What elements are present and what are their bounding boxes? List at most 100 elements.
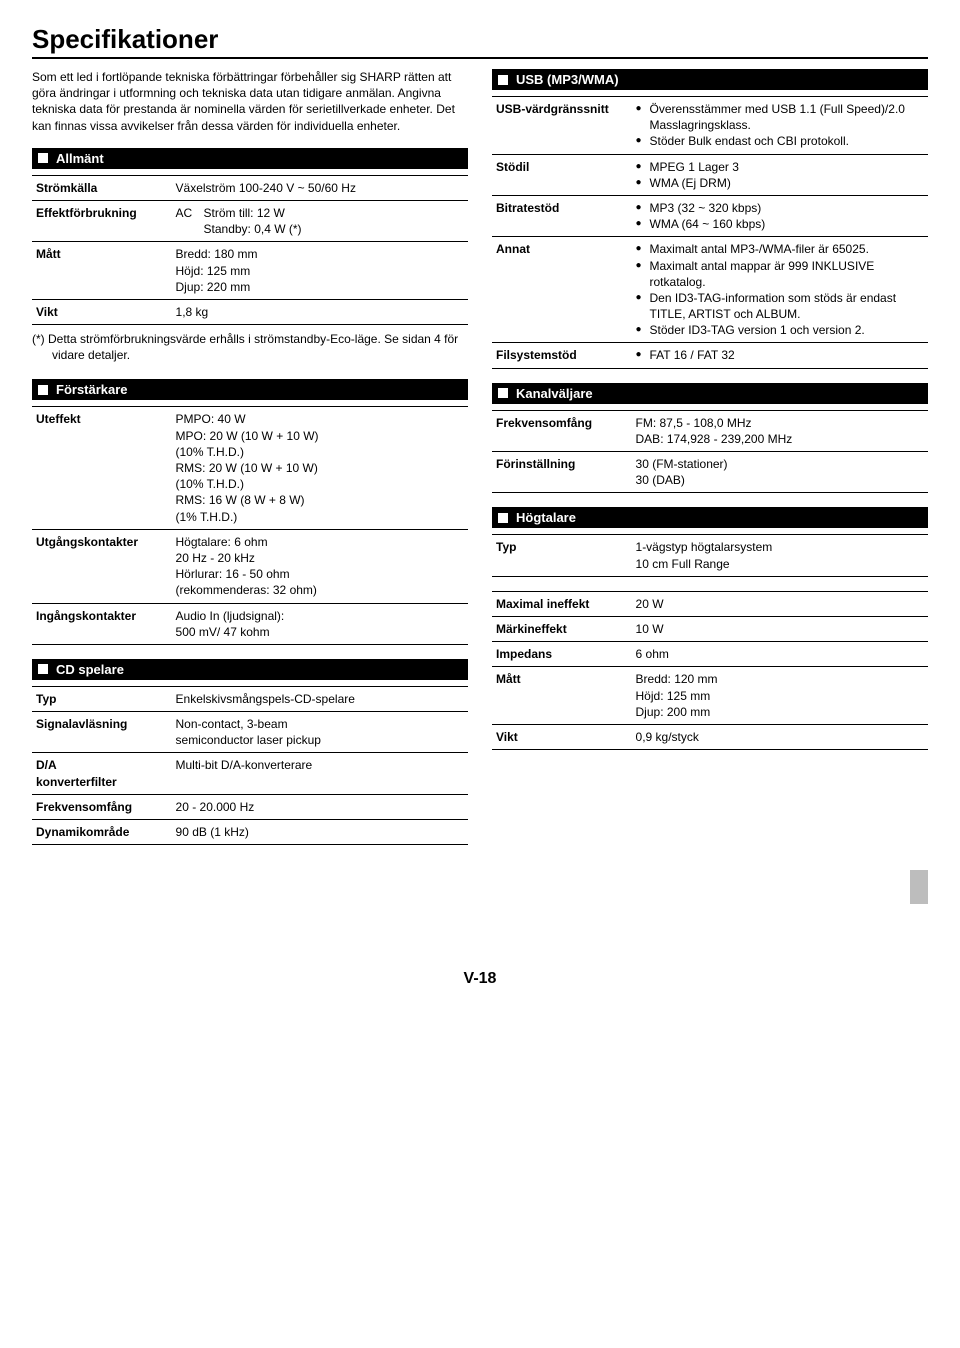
bullet-item: Överensstämmer med USB 1.1 (Full Speed)/… (636, 101, 924, 133)
table-hogtalare: Typ 1-vägstyp högtalarsystem 10 cm Full … (492, 534, 928, 576)
cell-value: 0,9 kg/styck (632, 724, 928, 749)
square-icon (38, 385, 48, 395)
cell-value: Bredd: 120 mm Höjd: 125 mm Djup: 200 mm (632, 667, 928, 725)
cell-label: Ingångskontakter (32, 603, 172, 644)
cell-value: Bredd: 180 mm Höjd: 125 mm Djup: 220 mm (172, 242, 468, 300)
cell-label: Filsystemstöd (492, 343, 632, 368)
section-title: CD spelare (56, 662, 124, 677)
table-row: Stödil MPEG 1 Lager 3WMA (Ej DRM) (492, 154, 928, 195)
table-row: Effektförbrukning ACStröm till: 12 W Sta… (32, 200, 468, 241)
cell-label: Effektförbrukning (32, 200, 172, 241)
cell-label: Strömkälla (32, 175, 172, 200)
cell-label: Uteffekt (32, 407, 172, 529)
table-row: Filsystemstöd FAT 16 / FAT 32 (492, 343, 928, 368)
cell-value: Multi-bit D/A-konverterare (172, 753, 468, 794)
cell-label: Signalavläsning (32, 712, 172, 753)
ac-label: AC (176, 205, 204, 221)
table-row: Strömkälla Växelström 100-240 V ~ 50/60 … (32, 175, 468, 200)
bullet-item: Maximalt antal MP3-/WMA-filer är 65025. (636, 241, 924, 257)
cell-value: MPEG 1 Lager 3WMA (Ej DRM) (632, 154, 928, 195)
effect-lines: Ström till: 12 W Standby: 0,4 W (*) (204, 205, 302, 237)
bullet-item: Maximalt antal mappar är 999 INKLUSIVE r… (636, 258, 924, 290)
right-column: USB (MP3/WMA) USB-värdgränssnitt Överens… (492, 69, 928, 910)
left-column: Som ett led i fortlöpande tekniska förbä… (32, 69, 468, 910)
square-icon (38, 664, 48, 674)
table-row: Utgångskontakter Högtalare: 6 ohm 20 Hz … (32, 529, 468, 603)
table-kanal: Frekvensomfång FM: 87,5 - 108,0 MHz DAB:… (492, 410, 928, 494)
cell-value: Överensstämmer med USB 1.1 (Full Speed)/… (632, 97, 928, 155)
cell-value: 10 W (632, 616, 928, 641)
bullet-item: WMA (64 ~ 160 kbps) (636, 216, 924, 232)
cell-label: Vikt (492, 724, 632, 749)
cell-label: D/A konverterfilter (32, 753, 172, 794)
table-usb: USB-värdgränssnitt Överensstämmer med US… (492, 96, 928, 369)
bullet-item: Den ID3-TAG-information som stöds är end… (636, 290, 924, 322)
page-title: Specifikationer (32, 24, 928, 59)
cell-value: ACStröm till: 12 W Standby: 0,4 W (*) (172, 200, 468, 241)
table-cd: Typ Enkelskivsmångspels-CD-spelare Signa… (32, 686, 468, 845)
cell-label: Typ (32, 686, 172, 711)
table-row: Frekvensomfång 20 - 20.000 Hz (32, 794, 468, 819)
table-row: USB-värdgränssnitt Överensstämmer med US… (492, 97, 928, 155)
cell-label: Märkineffekt (492, 616, 632, 641)
table-allmant: Strömkälla Växelström 100-240 V ~ 50/60 … (32, 175, 468, 325)
table-row: Frekvensomfång FM: 87,5 - 108,0 MHz DAB:… (492, 410, 928, 451)
table-row: Märkineffekt 10 W (492, 616, 928, 641)
cell-label: Typ (492, 535, 632, 576)
bullet-item: Stöder Bulk endast och CBI protokoll. (636, 133, 924, 149)
cell-value: FM: 87,5 - 108,0 MHz DAB: 174,928 - 239,… (632, 410, 928, 451)
cell-label: Dynamikområde (32, 820, 172, 845)
square-icon (498, 513, 508, 523)
cell-label: USB-värdgränssnitt (492, 97, 632, 155)
table-row: Mått Bredd: 180 mm Höjd: 125 mm Djup: 22… (32, 242, 468, 300)
cell-value: 1-vägstyp högtalarsystem 10 cm Full Rang… (632, 535, 928, 576)
square-icon (498, 75, 508, 85)
table-row: Mått Bredd: 120 mm Höjd: 125 mm Djup: 20… (492, 667, 928, 725)
table-row: Annat Maximalt antal MP3-/WMA-filer är 6… (492, 237, 928, 343)
section-header-forstarkare: Förstärkare (32, 379, 468, 400)
section-title: Högtalare (516, 510, 576, 525)
side-tab (910, 870, 928, 904)
table-row: Impedans 6 ohm (492, 642, 928, 667)
cell-value: 1,8 kg (172, 299, 468, 324)
cell-value: Non-contact, 3-beam semiconductor laser … (172, 712, 468, 753)
cell-value: PMPO: 40 W MPO: 20 W (10 W + 10 W) (10% … (172, 407, 468, 529)
cell-value: 20 W (632, 591, 928, 616)
section-title: Kanalväljare (516, 386, 593, 401)
section-header-allmant: Allmänt (32, 148, 468, 169)
section-title: Allmänt (56, 151, 104, 166)
cell-label: Frekvensomfång (492, 410, 632, 451)
cell-value: MP3 (32 ~ 320 kbps)WMA (64 ~ 160 kbps) (632, 195, 928, 236)
square-icon (498, 388, 508, 398)
table-row: Maximal ineffekt 20 W (492, 591, 928, 616)
table-row: Vikt 1,8 kg (32, 299, 468, 324)
bullet-item: FAT 16 / FAT 32 (636, 347, 924, 363)
cell-value: 90 dB (1 kHz) (172, 820, 468, 845)
bullet-item: Stöder ID3-TAG version 1 och version 2. (636, 322, 924, 338)
section-header-kanal: Kanalväljare (492, 383, 928, 404)
cell-label: Utgångskontakter (32, 529, 172, 603)
cell-value: 6 ohm (632, 642, 928, 667)
section-header-cd: CD spelare (32, 659, 468, 680)
cell-value: Maximalt antal MP3-/WMA-filer är 65025.M… (632, 237, 928, 343)
table-row: Signalavläsning Non-contact, 3-beam semi… (32, 712, 468, 753)
square-icon (38, 153, 48, 163)
table-hogtalare-2: Maximal ineffekt 20 W Märkineffekt 10 W … (492, 591, 928, 750)
cell-label: Impedans (492, 642, 632, 667)
bullet-item: WMA (Ej DRM) (636, 175, 924, 191)
cell-label: Annat (492, 237, 632, 343)
table-row: Vikt 0,9 kg/styck (492, 724, 928, 749)
cell-value: Audio In (ljudsignal): 500 mV/ 47 kohm (172, 603, 468, 644)
table-row: Typ Enkelskivsmångspels-CD-spelare (32, 686, 468, 711)
cell-label: Förinställning (492, 452, 632, 493)
cell-label: Bitratestöd (492, 195, 632, 236)
section-header-hogtalare: Högtalare (492, 507, 928, 528)
bullet-item: MP3 (32 ~ 320 kbps) (636, 200, 924, 216)
cell-value: Enkelskivsmångspels-CD-spelare (172, 686, 468, 711)
section-header-usb: USB (MP3/WMA) (492, 69, 928, 90)
page-number: V-18 (32, 970, 928, 988)
cell-label: Maximal ineffekt (492, 591, 632, 616)
table-row: Förinställning 30 (FM-stationer) 30 (DAB… (492, 452, 928, 493)
cell-value: Högtalare: 6 ohm 20 Hz - 20 kHz Hörlurar… (172, 529, 468, 603)
table-row: Uteffekt PMPO: 40 W MPO: 20 W (10 W + 10… (32, 407, 468, 529)
